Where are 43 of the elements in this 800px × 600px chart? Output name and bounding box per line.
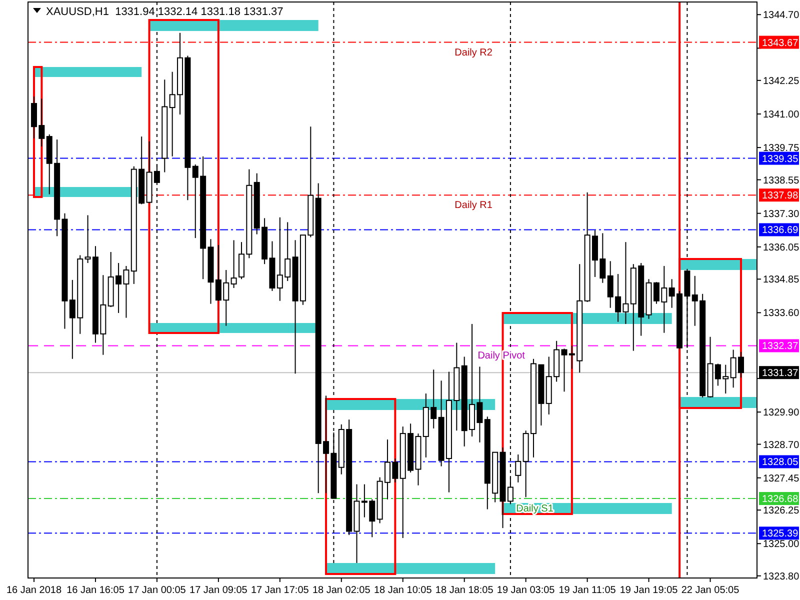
y-tick-label: 1336.05 [763,242,800,254]
x-tick-label: 17 Jan 00:05 [128,585,186,596]
annotation: 1332.37 [762,341,799,352]
annotation: 1331.37 [762,368,799,380]
x-tick-label: 16 Jan 16:05 [66,585,125,596]
x-tick-label: 19 Jan 19:05 [620,585,678,596]
annotation: 1337.98 [762,190,799,202]
x-tick-label: 17 Jan 17:05 [251,585,310,596]
y-tick-label: 1338.55 [763,175,800,186]
y-tick-label: 1333.60 [763,308,800,320]
x-tick-label: 17 Jan 09:05 [190,585,248,596]
annotation: 1326.68 [762,494,799,506]
x-tick-label: 18 Jan 02:05 [312,585,371,596]
chart-title: XAUUSD,H1 1331.94 1332.14 1331.18 1331.37 [46,6,284,18]
y-tick-label: 1337.30 [763,208,800,220]
annotation: 1339.35 [762,154,799,165]
x-tick-label: 22 Jan 05:05 [681,585,740,596]
annotation: 1325.39 [762,528,799,540]
y-tick-label: 1342.25 [763,76,800,87]
candlestick [230,240,237,288]
annotation: 1336.69 [762,225,799,236]
ref-line-label: Daily S1 [516,504,554,515]
y-tick-label: 1325.00 [763,539,800,550]
annotation: 1343.67 [762,38,799,49]
y-tick-label: 1323.80 [763,571,800,582]
y-tick-label: 1329.90 [763,408,800,419]
y-tick-label: 1334.85 [763,274,800,286]
ref-line-label: Daily Pivot [478,350,526,362]
ref-line-label: Daily R2 [454,47,493,58]
y-tick-label: 1344.70 [763,10,800,22]
x-tick-label: 18 Jan 18:05 [435,585,494,596]
candlestick [515,454,522,483]
x-tick-label: 19 Jan 11:05 [558,585,616,596]
x-tick-label: 16 Jan 2018 [6,585,62,596]
y-tick-label: 1341.00 [763,109,800,120]
y-tick-label: 1327.45 [763,473,800,484]
y-tick-label: 1326.25 [763,506,800,517]
x-tick-label: 18 Jan 10:05 [374,585,432,596]
ref-line-label: Daily R1 [454,200,493,212]
x-tick-label: 19 Jan 03:05 [496,585,556,596]
y-tick-label: 1339.75 [763,143,800,154]
y-tick-label: 1328.70 [763,440,800,451]
annotation: 1328.05 [762,457,799,468]
